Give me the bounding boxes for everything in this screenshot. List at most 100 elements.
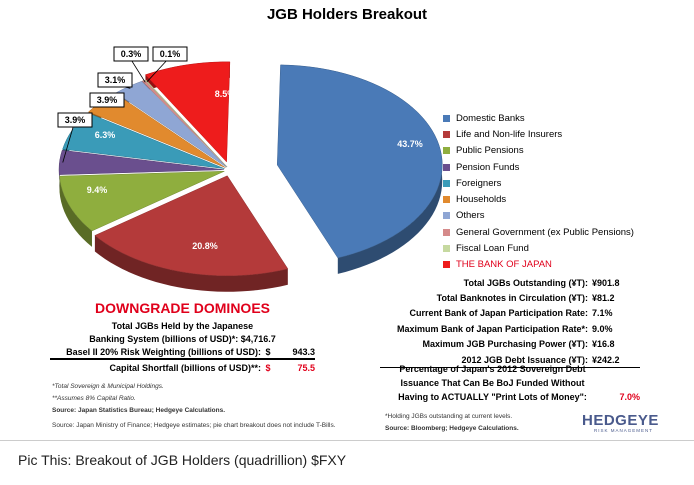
- hedgeye-logo-subtitle: RISK MANAGEMENT: [594, 428, 654, 433]
- legend-item: Pension Funds: [443, 159, 634, 175]
- callout-line: [146, 57, 170, 82]
- legend-label: THE BANK OF JAPAN: [456, 259, 552, 271]
- legend-label: Pension Funds: [456, 161, 520, 173]
- stat-row: Total JGBs Outstanding (¥T): ¥901.8: [380, 275, 640, 290]
- downgrade-table: Total JGBs Held by the Japanese Banking …: [50, 320, 315, 375]
- downgrade-source: Source: Japan Statistics Bureau; Hedgeye…: [52, 407, 226, 414]
- callout-line: [62, 123, 75, 163]
- pct-line: Percentage of Japan's 2012 Sovereign Deb…: [399, 364, 586, 374]
- downgrade-row: Basel II 20% Risk Weighting (billions of…: [50, 345, 315, 358]
- stats-table: Total JGBs Outstanding (¥T): ¥901.8 Total…: [380, 275, 640, 369]
- pie-slice: [58, 149, 225, 175]
- data-label: 9.4%: [87, 185, 108, 195]
- callout-line: [129, 57, 146, 83]
- chart-frame: 43.7% 20.8% 9.4% 3.9% 6.3% 3.9% 3.1% 0.3% 0.1% 8.…: [0, 6, 694, 441]
- pie-callouts: 43.7% 20.8% 9.4% 3.9% 6.3% 3.9% 3.1% 0.3% 0.1% 8.…: [57, 46, 423, 251]
- legend-swatch: [443, 228, 450, 236]
- hedgeye-logo: HEDGEYE: [582, 412, 659, 429]
- pie-slice: [94, 175, 289, 277]
- downgrade-symbol: $: [265, 346, 271, 357]
- pie-chart: 43.7% 20.8% 9.4% 3.9% 6.3% 3.9% 3.1% 0.3% 0.1% 8.…: [57, 46, 443, 292]
- downgrade-label: Capital Shortfall (billions of USD)**:: [109, 362, 261, 373]
- stat-value: 9.0%: [592, 323, 613, 334]
- stat-row: Current Bank of Japan Participation Rate…: [380, 306, 640, 321]
- legend-label: Households: [456, 194, 507, 206]
- data-label-box: [113, 46, 149, 62]
- downgrade-row: Banking System (billions of USD)*: $4,71…: [50, 332, 315, 345]
- legend-item: Households: [443, 191, 634, 207]
- stat-row: 2012 JGB Debt Issuance (¥T): ¥242.2: [380, 352, 640, 369]
- legend-swatch: [443, 179, 450, 187]
- pct-value: 7.0%: [619, 392, 640, 402]
- data-label-box: [89, 92, 125, 108]
- legend-swatch: [443, 196, 450, 204]
- legend-item: Fiscal Loan Fund: [443, 240, 634, 256]
- legend-swatch: [443, 212, 450, 220]
- data-label: 3.9%: [65, 115, 86, 125]
- downgrade-title: DOWNGRADE DOMINOES: [95, 300, 270, 316]
- legend-label: Others: [456, 210, 485, 222]
- stat-label: 2012 JGB Debt Issuance (¥T):: [461, 354, 588, 365]
- legend-swatch: [443, 245, 450, 253]
- stat-value: ¥16.8: [592, 339, 615, 350]
- data-label: 20.8%: [192, 241, 218, 251]
- pie-slice-side: [59, 176, 92, 247]
- chart-source-note: Source: Japan Ministry of Finance; Hedge…: [52, 422, 336, 429]
- legend-swatch: [443, 147, 450, 155]
- legend-item: Foreigners: [443, 175, 634, 191]
- stat-value: ¥81.2: [592, 293, 615, 304]
- boj-funding-percentage: Percentage of Japan's 2012 Sovereign Deb…: [380, 362, 640, 404]
- data-label: 0.3%: [121, 49, 142, 59]
- stat-value: 7.1%: [592, 308, 613, 319]
- legend-label: Public Pensions: [456, 145, 524, 157]
- stats-source: Source: Bloomberg; Hedgeye Calculations.: [385, 425, 519, 432]
- downgrade-footnote: **Assumes 8% Capital Ratio.: [52, 395, 136, 402]
- legend-label: Foreigners: [456, 177, 502, 189]
- downgrade-label: Banking System (billions of USD)*:: [89, 333, 239, 344]
- legend-label: Fiscal Loan Fund: [456, 243, 529, 255]
- data-label: 43.7%: [397, 139, 423, 149]
- downgrade-value: 75.5: [297, 362, 315, 373]
- legend-swatch: [443, 130, 450, 138]
- stat-label: Current Bank of Japan Participation Rate…: [409, 308, 588, 319]
- stat-row: Total Banknotes in Circulation (¥T): ¥81.…: [380, 290, 640, 305]
- stat-label: Total Banknotes in Circulation (¥T):: [436, 293, 588, 304]
- pie-slice: [276, 64, 443, 259]
- legend-label: Domestic Banks: [456, 112, 525, 124]
- stat-label: Maximum Bank of Japan Participation Rate…: [396, 323, 588, 334]
- downgrade-line: Total JGBs Held by the Japanese: [111, 321, 254, 331]
- pie-slice-side: [94, 235, 288, 292]
- downgrade-label: Basel II 20% Risk Weighting (billions of…: [66, 346, 261, 357]
- pie-slice: [144, 61, 231, 163]
- legend-item: Public Pensions: [443, 143, 634, 159]
- data-label: 0.1%: [160, 49, 181, 59]
- data-label: 8.5%: [215, 89, 236, 99]
- stat-value: ¥901.8: [592, 277, 620, 288]
- legend-swatch: [443, 261, 450, 269]
- stat-value: ¥242.2: [592, 354, 620, 365]
- stat-row: Maximum Bank of Japan Participation Rate…: [380, 321, 640, 336]
- legend-item: General Government (ex Public Pensions): [443, 224, 634, 240]
- legend-label: Life and Non-life Insurers: [456, 128, 563, 140]
- legend: Domestic Banks Life and Non-life Insurers…: [443, 110, 634, 273]
- pct-line: Having to ACTUALLY "Print Lots of Money"…: [398, 392, 587, 402]
- image-caption: Pic This: Breakout of JGB Holders (quadr…: [18, 452, 347, 468]
- data-label-box: [152, 46, 188, 62]
- legend-item: THE BANK OF JAPAN: [443, 257, 634, 273]
- chart-title: JGB Holders Breakout: [266, 6, 428, 23]
- legend-swatch: [443, 114, 450, 122]
- stat-label: Total JGBs Outstanding (¥T):: [463, 277, 588, 288]
- legend-item: Life and Non-life Insurers: [443, 126, 634, 142]
- stat-row: Maximum JGB Purchasing Power (¥T): ¥16.8: [380, 337, 640, 352]
- pie-slice: [59, 170, 225, 232]
- legend-label: General Government (ex Public Pensions): [456, 226, 634, 238]
- downgrade-footnote: *Total Sovereign & Municipal Holdings.: [52, 383, 164, 390]
- data-label: 3.1%: [105, 75, 126, 85]
- pct-line: Issuance That Can Be BoJ Funded Without: [400, 378, 585, 388]
- stat-label: Maximum JGB Purchasing Power (¥T):: [422, 339, 588, 350]
- data-label: 3.9%: [97, 95, 118, 105]
- data-label-box: [57, 112, 93, 128]
- pie-slice: [144, 79, 228, 168]
- data-label: 6.3%: [95, 130, 116, 140]
- downgrade-symbol: $: [265, 362, 271, 373]
